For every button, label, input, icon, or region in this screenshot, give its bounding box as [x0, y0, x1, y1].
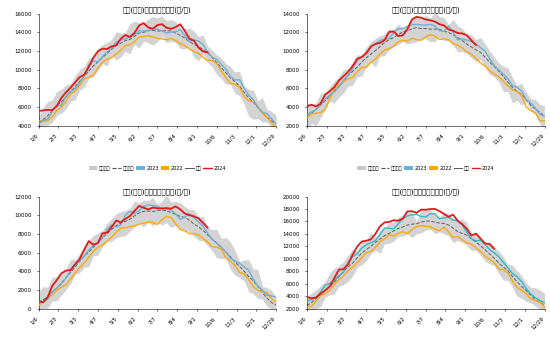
- Legend: 历史范围, 历史均值, 2023, 2022, 均值, 2024: 历史范围, 历史均值, 2023, 2022, 均值, 2024: [357, 166, 494, 170]
- Title: 圆枣(一级)产区收购价走势(元/吨): 圆枣(一级)产区收购价走势(元/吨): [123, 6, 191, 13]
- Title: 圆枣(三级)产区收购价走势(元/吨): 圆枣(三级)产区收购价走势(元/吨): [123, 189, 191, 196]
- Title: 圆枣(二级)产区收购价走势(元/吨): 圆枣(二级)产区收购价走势(元/吨): [392, 6, 460, 13]
- Legend: 历史范围, 历史均值, 2023, 2022, 均值, 2024: 历史范围, 历史均值, 2023, 2022, 均值, 2024: [89, 166, 226, 170]
- Title: 灰枣(特级)销区批发价走势(元/吨): 灰枣(特级)销区批发价走势(元/吨): [392, 189, 460, 196]
